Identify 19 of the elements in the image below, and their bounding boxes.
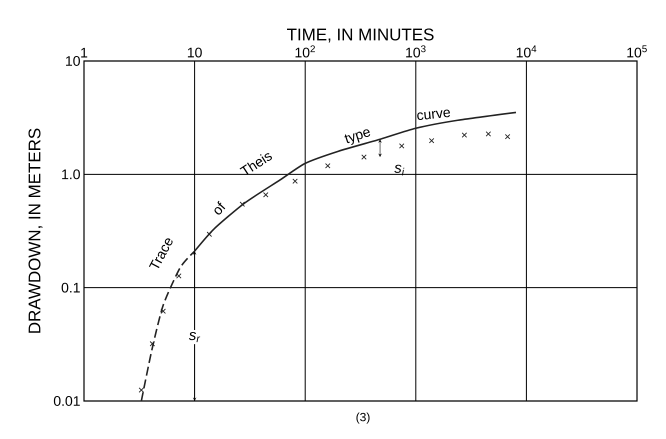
y-tick-label: 0.01 <box>54 396 80 406</box>
x-tick-label: 10$^{2}$ <box>296 45 315 58</box>
annotation: of <box>214 200 226 215</box>
text: (3) <box>356 412 370 424</box>
y-tick-label: 10 <box>66 56 80 66</box>
annotation: type <box>344 129 370 145</box>
annotation: Theis <box>240 153 272 175</box>
x-tick-label: 10$^{3}$ <box>406 45 426 58</box>
x-tick-label: 10$^{4}$ <box>516 45 536 58</box>
annotation: Trace <box>148 238 173 268</box>
x-axis-title: TIME, IN MINUTES <box>287 28 434 42</box>
y-tick-label: 0.1 <box>62 282 80 293</box>
y-tick-label: 1.0 <box>62 169 80 180</box>
annotation: curve <box>417 110 450 120</box>
annotation: s$_{r}$ <box>188 332 200 342</box>
x-tick-label: 1 <box>81 48 88 58</box>
x-tick-label: 10$^{5}$ <box>627 45 647 58</box>
x-tick-label: 10 <box>188 48 202 58</box>
y-axis-title: DRAWDOWN, IN METERS <box>28 128 42 333</box>
